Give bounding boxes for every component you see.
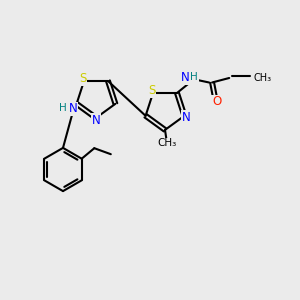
Text: CH₃: CH₃: [157, 138, 176, 148]
Text: N: N: [92, 114, 100, 127]
Text: CH₃: CH₃: [254, 73, 272, 83]
Text: N: N: [182, 111, 190, 124]
Text: H: H: [59, 103, 67, 113]
Text: N: N: [181, 71, 190, 84]
Text: H: H: [190, 72, 198, 82]
Text: S: S: [79, 72, 86, 85]
Text: O: O: [212, 95, 221, 108]
Text: S: S: [148, 84, 155, 97]
Text: N: N: [69, 102, 78, 116]
